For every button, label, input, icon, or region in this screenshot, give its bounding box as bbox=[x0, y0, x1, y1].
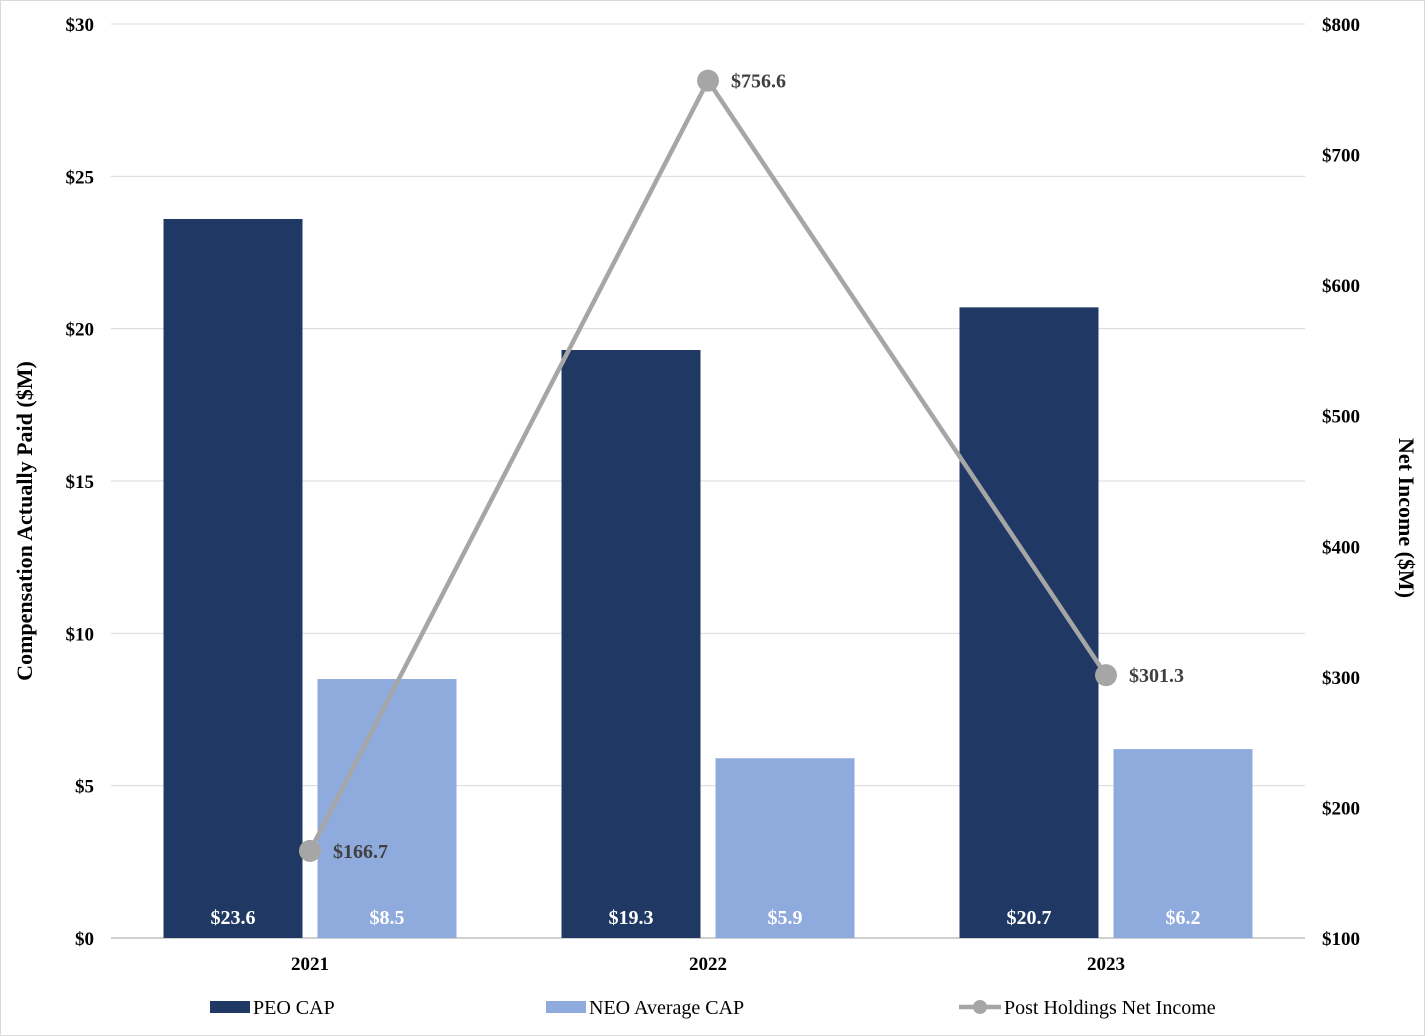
left-tick-label: $15 bbox=[66, 472, 95, 493]
right-tick-label: $700 bbox=[1322, 146, 1360, 167]
bar-data-label: $5.9 bbox=[768, 907, 803, 929]
right-axis-title: Net Income ($M) bbox=[1394, 438, 1419, 598]
bar-data-label: $6.2 bbox=[1166, 907, 1201, 929]
gridlines bbox=[111, 23, 1305, 939]
x-tick-label: 2023 bbox=[1087, 954, 1125, 975]
net-income-data-label: $756.6 bbox=[731, 71, 786, 93]
bar-neo-average-cap-2021 bbox=[317, 679, 457, 938]
bars: $23.6 $8.5 $19.3 $5.9 $20.7 $6.2 bbox=[163, 218, 1253, 939]
right-tick-label: $500 bbox=[1322, 407, 1360, 428]
bar-data-label: $20.7 bbox=[1007, 907, 1052, 929]
legend-label: PEO CAP bbox=[253, 997, 335, 1019]
right-tick-label: $200 bbox=[1322, 798, 1360, 819]
bar-peo-cap-2021 bbox=[163, 218, 303, 938]
bar-data-label: $19.3 bbox=[609, 907, 654, 929]
right-tick-label: $800 bbox=[1322, 15, 1360, 36]
right-tick-label: $400 bbox=[1322, 537, 1360, 558]
right-tick-label: $300 bbox=[1322, 668, 1360, 689]
left-tick-label: $30 bbox=[66, 15, 95, 36]
x-tick-label: 2022 bbox=[689, 954, 727, 975]
bar-peo-cap-2022 bbox=[561, 349, 701, 938]
left-tick-label: $10 bbox=[66, 624, 95, 645]
legend: PEO CAP NEO Average CAP Post Holdings Net … bbox=[210, 997, 1216, 1019]
left-tick-label: $5 bbox=[75, 777, 94, 798]
bar-neo-average-cap-2022 bbox=[715, 758, 855, 938]
legend-item-neo-average-cap: NEO Average CAP bbox=[546, 997, 744, 1019]
legend-marker bbox=[973, 1000, 987, 1014]
left-tick-label: $25 bbox=[66, 167, 95, 188]
legend-label: Post Holdings Net Income bbox=[1004, 997, 1216, 1019]
right-tick-label: $100 bbox=[1322, 929, 1360, 950]
legend-item-peo-cap: PEO CAP bbox=[210, 997, 335, 1019]
legend-swatch bbox=[210, 1001, 250, 1013]
left-tick-label: $0 bbox=[75, 929, 94, 950]
x-tick-label: 2021 bbox=[291, 954, 329, 975]
net-income-point bbox=[697, 69, 719, 92]
left-tick-label: $20 bbox=[66, 320, 95, 341]
net-income-line: $166.7 $756.6 $301.3 bbox=[299, 69, 1184, 863]
net-income-point bbox=[299, 839, 321, 862]
net-income-data-label: $301.3 bbox=[1129, 665, 1184, 687]
net-income-data-label: $166.7 bbox=[333, 841, 388, 863]
legend-item-post-holdings-net-income: Post Holdings Net Income bbox=[959, 997, 1216, 1019]
bar-peo-cap-2023 bbox=[959, 307, 1099, 939]
right-tick-label: $600 bbox=[1322, 276, 1360, 297]
x-axis-ticks: 2021 2022 2023 bbox=[291, 954, 1125, 975]
left-axis-ticks: $0 $5 $10 $15 $20 $25 $30 bbox=[66, 15, 95, 950]
net-income-point bbox=[1095, 664, 1117, 687]
left-axis-title: Compensation Actually Paid ($M) bbox=[12, 361, 37, 681]
legend-swatch bbox=[546, 1001, 586, 1013]
legend-label: NEO Average CAP bbox=[589, 997, 744, 1019]
bar-data-label: $8.5 bbox=[370, 907, 405, 929]
right-axis-ticks: $100 $200 $300 $400 $500 $600 $700 $800 bbox=[1322, 15, 1360, 950]
bar-neo-average-cap-2023 bbox=[1113, 749, 1253, 938]
bar-data-label: $23.6 bbox=[211, 907, 256, 929]
